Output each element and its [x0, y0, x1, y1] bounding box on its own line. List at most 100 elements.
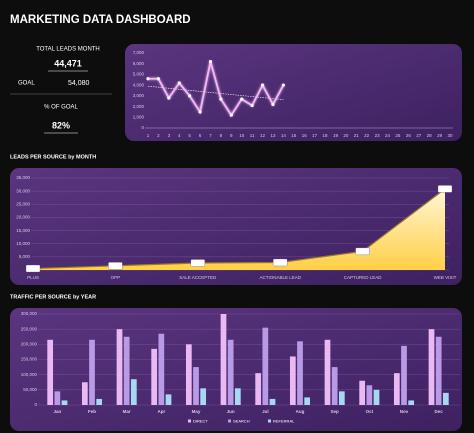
bar — [185, 344, 192, 405]
bar — [289, 356, 296, 405]
data-label: 1,596 — [110, 263, 121, 268]
label-box — [25, 264, 41, 273]
x-tick-label: 5 — [188, 133, 191, 138]
label-box — [108, 262, 123, 270]
x-tick-label: 14 — [281, 133, 287, 138]
y-tick-label: 2,000 — [133, 104, 145, 109]
x-tick-label: Apr — [157, 409, 165, 414]
x-tick-label: Jul — [262, 409, 269, 414]
x-tick-label: 10 — [239, 133, 245, 138]
y-tick-label: 200,000 — [21, 342, 38, 347]
bar — [262, 327, 269, 405]
bar — [428, 329, 435, 405]
panel — [125, 44, 462, 141]
bar — [54, 391, 61, 405]
bar — [47, 339, 54, 405]
panel — [10, 308, 462, 431]
bar — [304, 397, 311, 405]
x-tick-label: 21 — [354, 133, 360, 138]
data-point — [146, 77, 150, 81]
label-box — [355, 247, 370, 256]
bar — [200, 388, 207, 405]
y-tick-label: 15,000 — [16, 228, 30, 233]
y-tick-label: 5,000 — [19, 254, 31, 259]
y-tick-label: 1,000 — [133, 114, 145, 119]
x-tick-label: Mar — [123, 409, 131, 414]
kpi-value: 44,471 — [54, 58, 82, 68]
label-box — [273, 258, 288, 267]
bar — [401, 345, 407, 405]
bar — [220, 314, 227, 405]
bar — [96, 398, 103, 405]
y-tick-label: 50,000 — [23, 387, 37, 392]
legend-swatch — [228, 419, 231, 423]
x-tick-label: 13 — [270, 133, 276, 138]
kpi-label: GOAL — [18, 81, 35, 87]
kpi-value: 54,080 — [68, 80, 90, 87]
y-tick-label: 5,000 — [133, 72, 145, 77]
bar — [227, 339, 234, 405]
bar — [193, 367, 199, 405]
x-tick-label: SALE ACCEPTED — [179, 275, 217, 280]
x-tick-label: Aug — [296, 409, 305, 414]
x-tick-label: 23 — [375, 133, 381, 138]
y-tick-label: 0 — [34, 402, 37, 407]
data-label: 7,089 — [358, 248, 369, 253]
x-tick-label: Nov — [400, 409, 409, 414]
x-tick-label: 20 — [343, 133, 349, 138]
x-tick-label: 12 — [260, 133, 266, 138]
y-tick-label: 10,000 — [16, 241, 30, 246]
bar — [297, 341, 303, 405]
kpi-label: % OF GOAL — [44, 105, 78, 111]
x-tick-label: 19 — [333, 133, 339, 138]
x-tick-label: 29 — [437, 133, 443, 138]
data-point — [156, 77, 161, 81]
x-tick-label: 18 — [323, 133, 329, 138]
x-tick-label: 2 — [157, 133, 160, 138]
bar — [130, 379, 137, 405]
y-tick-label: 20,000 — [16, 215, 30, 220]
bar — [158, 333, 165, 405]
data-point — [167, 96, 171, 100]
data-point — [219, 97, 223, 101]
bar — [116, 329, 123, 405]
x-tick-label: Sep — [331, 409, 340, 414]
y-tick-label: 3,000 — [133, 93, 145, 98]
x-tick-label: 26 — [406, 133, 412, 138]
x-tick-label: 6 — [199, 133, 202, 138]
dashboard-title: MARKETING DATA DASHBOARD — [10, 14, 191, 26]
x-tick-label: Oct — [366, 409, 374, 414]
bar — [331, 367, 338, 405]
bar — [408, 400, 415, 405]
x-tick-label: May — [192, 409, 201, 414]
legend-swatch — [188, 419, 191, 423]
x-tick-label: 27 — [416, 133, 422, 138]
kpi-label: TOTAL LEADS MONTH — [36, 47, 100, 53]
x-tick-label: 28 — [427, 133, 433, 138]
label-box — [437, 185, 453, 193]
x-tick-label: CAPTURED LEAD — [344, 275, 383, 280]
bar — [151, 348, 158, 405]
x-tick-label: 15 — [291, 133, 297, 138]
trendline — [147, 85, 284, 100]
x-tick-label: 9 — [230, 133, 233, 138]
data-label: 2,866 — [275, 260, 286, 265]
y-tick-label: 6,000 — [133, 61, 145, 66]
section-title: LEADS PER SOURCE by MONTH — [10, 154, 96, 160]
data-point — [188, 94, 192, 98]
data-line — [148, 61, 285, 117]
x-tick-label: ACTIONABLE LEAD — [259, 275, 301, 280]
legend-swatch — [268, 419, 271, 423]
x-tick-label: Dec — [435, 409, 444, 414]
y-tick-label: 250,000 — [21, 326, 38, 331]
x-tick-label: PLUS — [27, 275, 39, 280]
x-tick-label: Jan — [53, 409, 61, 414]
data-label: 30,851 — [439, 186, 452, 191]
x-tick-label: 17 — [312, 133, 318, 138]
x-tick-label: OPP — [111, 275, 121, 280]
x-tick-label: 24 — [385, 133, 391, 138]
legend-label: DIRECT — [193, 418, 208, 423]
section-title: TRAFFIC PER SOURCE by YEAR — [10, 294, 96, 300]
data-point — [177, 81, 181, 85]
